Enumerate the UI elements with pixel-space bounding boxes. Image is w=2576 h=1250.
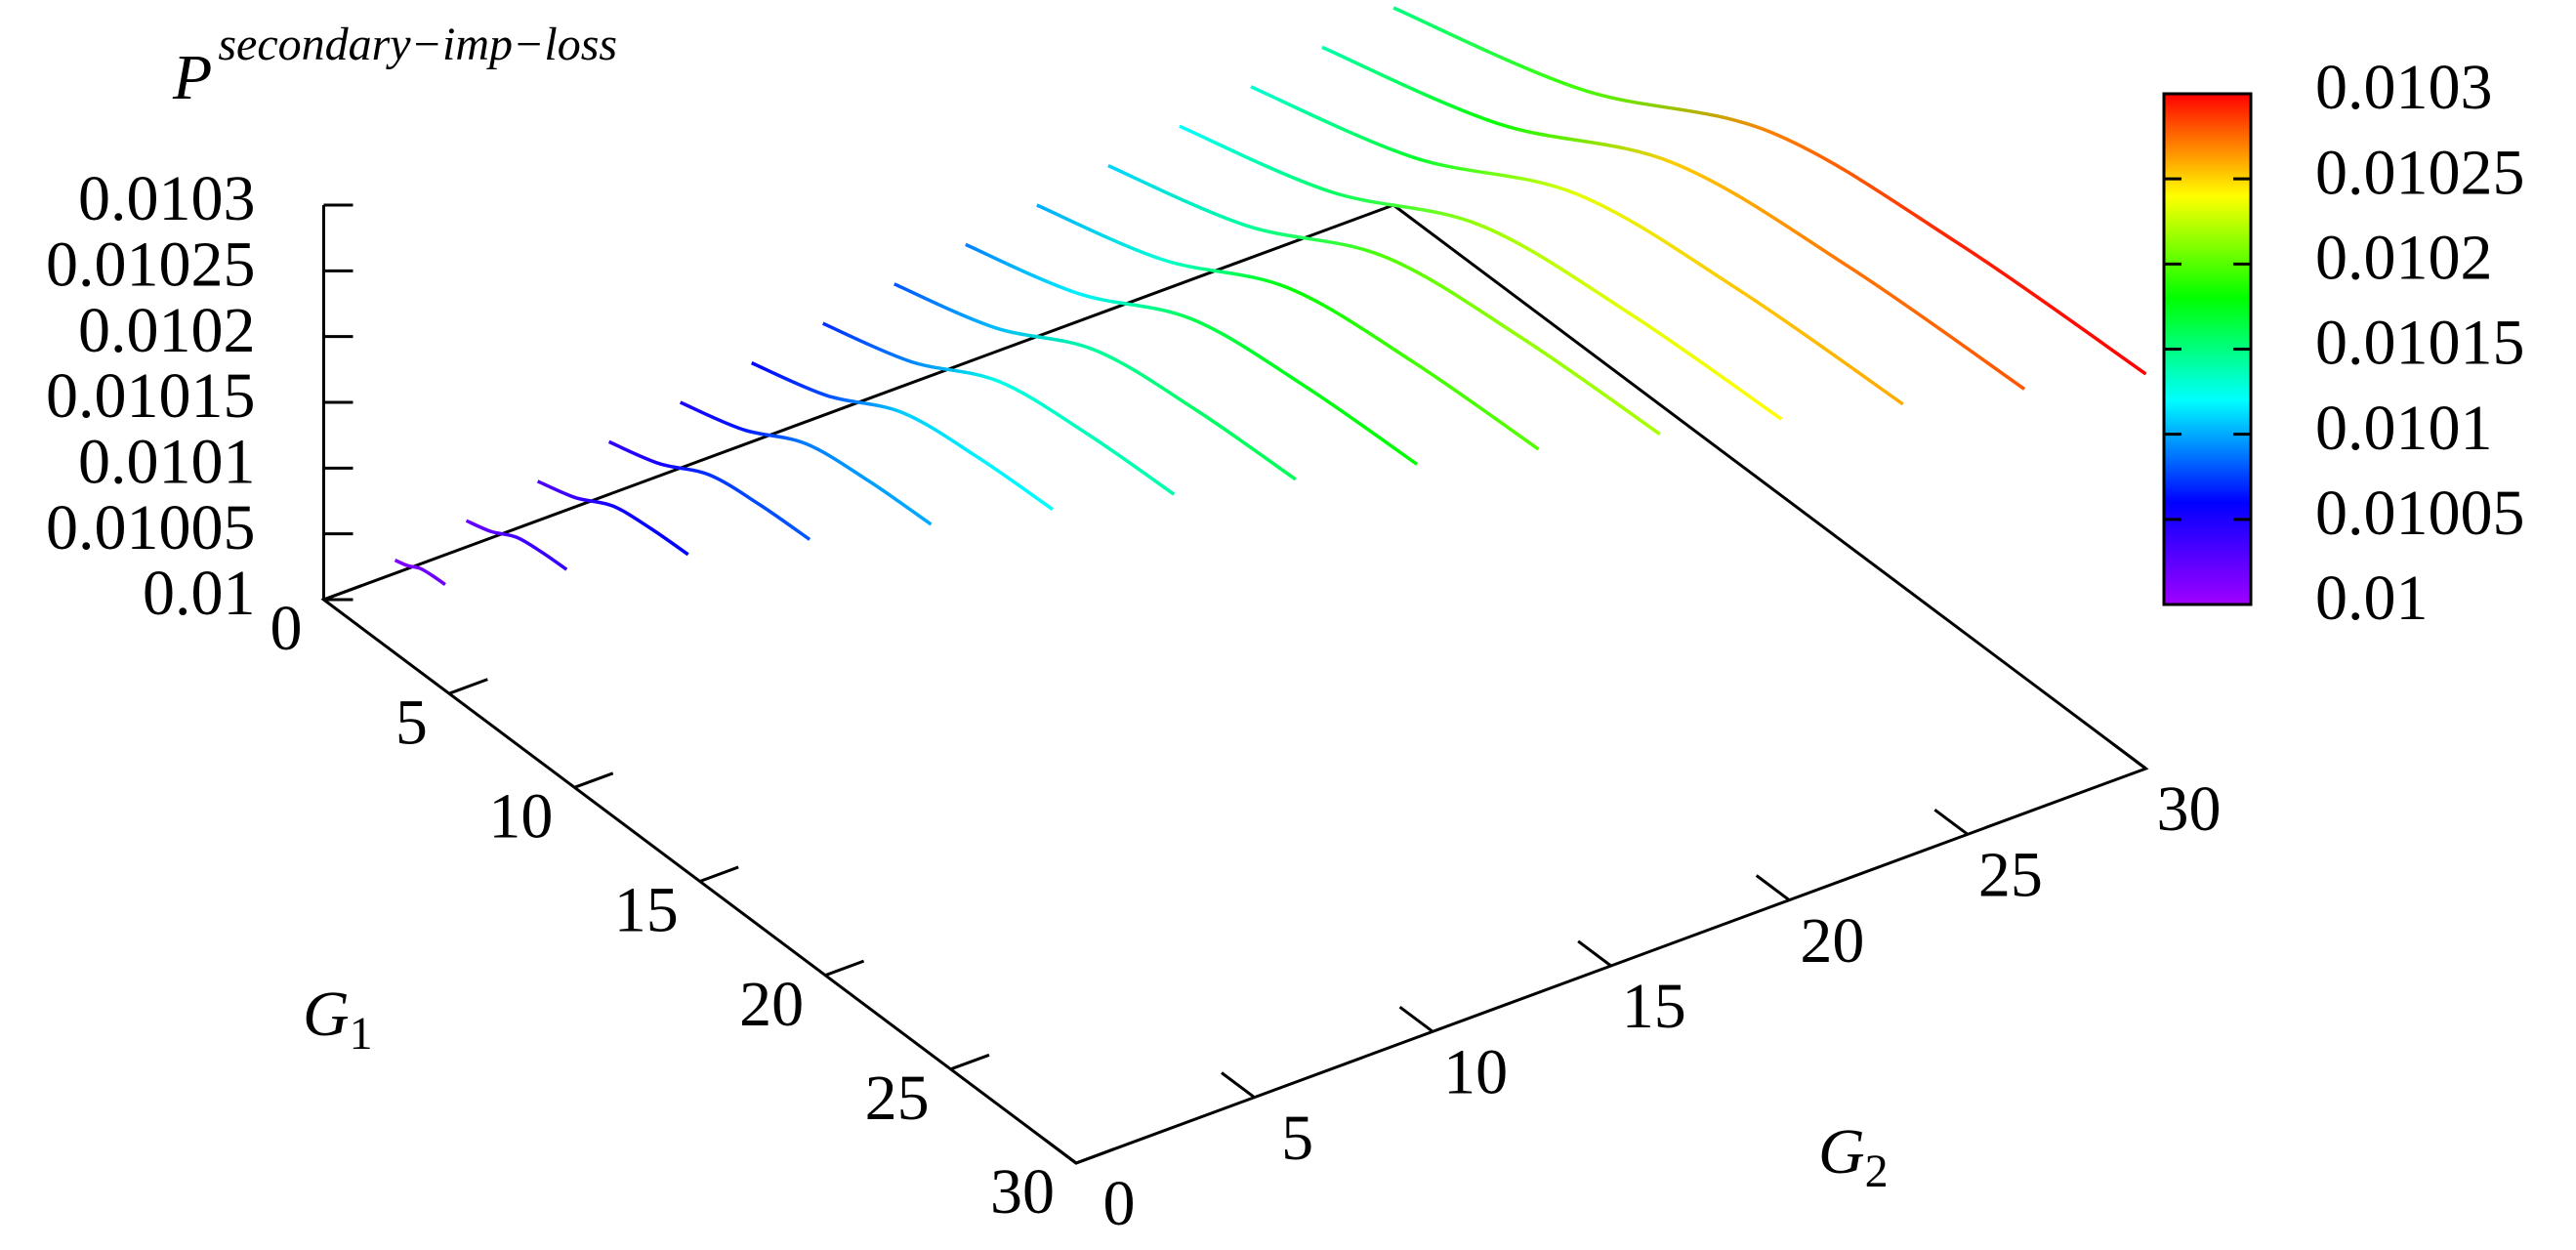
g1-tick-label: 5: [395, 687, 428, 758]
g1-tick-label: 0: [270, 593, 303, 664]
g1-tick-label: 30: [990, 1156, 1055, 1228]
g2-tick-label: 25: [1978, 839, 2043, 910]
g2-tick: [1398, 1005, 1434, 1033]
x-label-sub: 1: [350, 1008, 373, 1060]
surface-line: [751, 360, 1054, 512]
z-tick-label: 0.0103: [78, 163, 256, 234]
x-label-base: G: [303, 979, 350, 1050]
g2-tick-label: 0: [1103, 1168, 1136, 1239]
g1-tick: [573, 771, 614, 789]
g2-tick: [2111, 742, 2147, 771]
surface-line: [465, 519, 568, 571]
g1-tick-label: 15: [614, 875, 679, 946]
floor-outline: [320, 203, 2149, 1165]
g2-tick: [1221, 1071, 1256, 1099]
g1-tick-label: 20: [739, 969, 804, 1040]
surface-line: [607, 439, 811, 541]
g2-tick-label: 20: [1800, 905, 1864, 977]
g2-tick-label: 5: [1281, 1103, 1313, 1174]
surface-line: [1392, 6, 2147, 376]
g2-tick-label: 15: [1622, 971, 1686, 1042]
g1-tick: [699, 865, 739, 883]
g1-tick: [1075, 1147, 1115, 1165]
z-tick-label: 0.01015: [46, 360, 256, 432]
surface-line: [1036, 203, 1540, 451]
g2-tick: [1042, 1137, 1077, 1165]
colorbox-tick-label: 0.0101: [2315, 393, 2493, 464]
surface-line: [679, 400, 933, 526]
colorbox-tick-label: 0.0103: [2315, 52, 2493, 123]
g2-tick: [1755, 874, 1791, 901]
z-tick-label: 0.01005: [46, 492, 256, 563]
g1-tick: [322, 584, 363, 602]
g2-tick-label: 30: [2157, 773, 2222, 845]
surface-line: [394, 558, 446, 587]
surface-line: [1250, 85, 1904, 406]
y-label-base: G: [1818, 1116, 1865, 1188]
g1-tick-label: 25: [865, 1062, 930, 1134]
surface-line: [965, 242, 1419, 466]
colorbox-tick-label: 0.01025: [2315, 137, 2525, 208]
colorbox-tick-label: 0.01005: [2315, 478, 2525, 549]
colorbox-tick-label: 0.01015: [2315, 308, 2525, 379]
y-label-sub: 2: [1865, 1146, 1889, 1197]
surface-line: [893, 282, 1297, 481]
z-tick-label: 0.0102: [78, 295, 256, 366]
colorbox-tick-label: 0.0102: [2315, 222, 2493, 293]
z-tick-label: 0.0101: [78, 426, 256, 497]
z-tick-label: 0.01: [143, 558, 256, 629]
y-axis-label: G2: [1818, 1116, 1889, 1197]
title-superscript: secondary−imp−loss: [218, 19, 617, 70]
z-tick-label: 0.01025: [46, 229, 256, 300]
surface-line: [1321, 45, 2026, 391]
g1-tick: [950, 1053, 990, 1071]
title-base: P: [172, 42, 212, 113]
surface-line: [1107, 163, 1661, 437]
x-axis-label: G1: [303, 979, 373, 1060]
surface-line: [536, 479, 689, 557]
g2-tick: [1933, 808, 1969, 836]
g2-tick-label: 10: [1443, 1036, 1508, 1107]
surface-line: [822, 321, 1176, 496]
surface-line: [1179, 124, 1783, 421]
g2-tick: [1577, 939, 1612, 968]
g1-tick-label: 10: [488, 780, 553, 852]
g1-tick: [824, 959, 865, 978]
colorbox-tick-label: 0.01: [2315, 562, 2429, 634]
g1-tick: [448, 678, 488, 695]
